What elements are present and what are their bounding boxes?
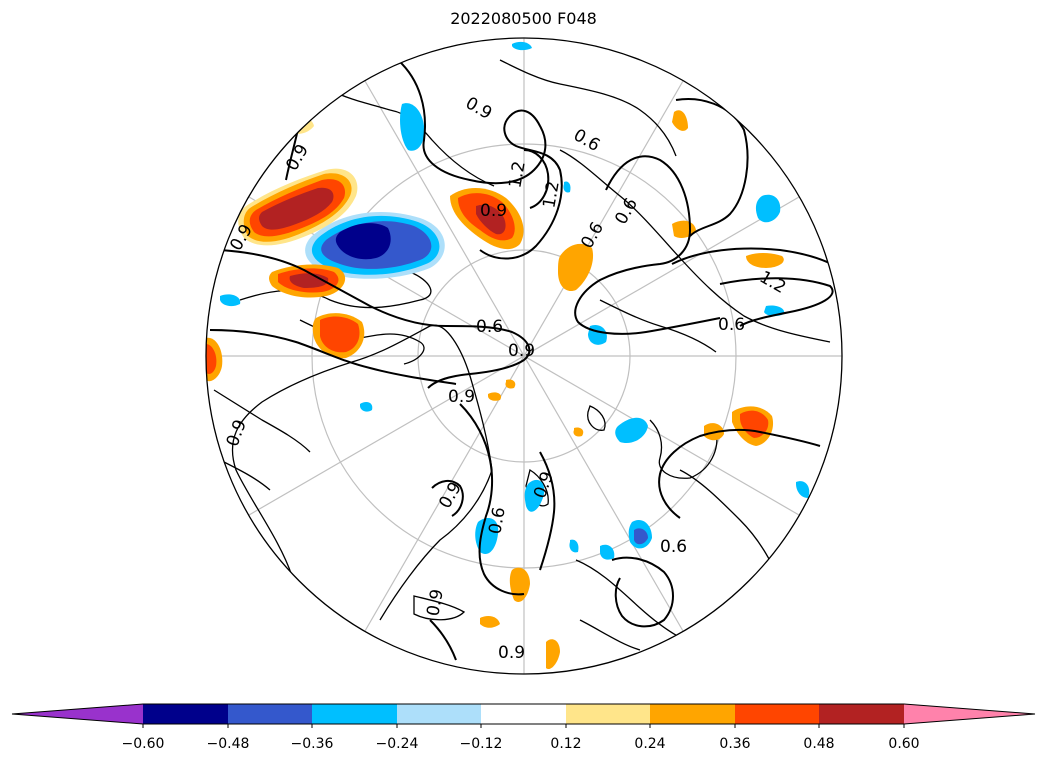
anomaly-patch (320, 316, 360, 353)
map-disk-content: 0.9 0.9 0.9 0.9 1.2 1.2 0.6 0.6 0.6 0.9 … (206, 38, 842, 674)
contour-line (219, 249, 531, 389)
colorbar-segment (228, 704, 312, 724)
anomaly-patch (335, 223, 391, 260)
anomaly-patch (475, 518, 499, 554)
colorbar-segment (819, 704, 904, 724)
anomaly-patch (220, 294, 241, 307)
anomaly-patch (573, 427, 584, 437)
gridlines (206, 38, 842, 674)
anomaly-patch (259, 187, 334, 230)
contour-label: 0.9 (480, 201, 507, 221)
colorbar-segment (397, 704, 481, 724)
anomaly-patch (400, 103, 425, 151)
anomaly-patch (206, 344, 217, 374)
anomaly-patch (746, 253, 784, 268)
colorbar-tick-label: 0.60 (888, 736, 919, 752)
colorbar-segment (143, 704, 228, 724)
coastline-taymyr (599, 299, 717, 353)
map-title: 2022080500 F048 (450, 9, 597, 28)
colorbar-tick-label: −0.48 (207, 736, 250, 752)
anomaly-patch (476, 204, 506, 235)
colorbar-segment (312, 704, 397, 724)
meridian-line (364, 80, 684, 632)
coastline-iceland (413, 595, 466, 621)
coastline-franz-josef (587, 405, 606, 431)
colorbar-extend-low (12, 704, 143, 724)
anomaly-patch (360, 402, 373, 412)
colorbar-segment (481, 704, 566, 724)
polar-map: 0.9 0.9 0.9 0.9 1.2 1.2 0.6 0.6 0.6 0.9 … (205, 37, 843, 675)
coastline-greenland (231, 324, 493, 621)
anomaly-patch (634, 528, 648, 545)
negative-anomaly-fills (220, 41, 810, 560)
contour-line (539, 451, 556, 571)
anomaly-patch (512, 41, 532, 51)
colorbar-tick-label: −0.36 (291, 736, 334, 752)
contour-label: 0.9 (508, 341, 535, 361)
colorbar-ticks (142, 724, 905, 728)
colorbar-tick-label: −0.12 (460, 736, 503, 752)
contour-label: 1.2 (505, 160, 529, 190)
colorbar-extend-high (904, 704, 1035, 724)
contour-line (429, 619, 457, 661)
colorbar-segment (650, 704, 735, 724)
coastline-canadian-archipelago (213, 389, 311, 453)
colorbar-tick-label: 0.24 (634, 736, 665, 752)
coastline-siberia (559, 149, 831, 343)
anomaly-patch (546, 639, 560, 670)
colorbar-segment (735, 704, 819, 724)
anomaly-patch (569, 539, 579, 553)
coastline-chukotka (499, 59, 677, 157)
contour-line (611, 556, 674, 628)
anomaly-patch (672, 110, 688, 131)
contour-line (523, 149, 550, 209)
colorbar-segment (566, 704, 650, 724)
contour-line (431, 480, 464, 517)
map-boundary (205, 37, 843, 675)
anomaly-patch (524, 479, 545, 512)
contour-line (397, 59, 563, 260)
contour-label: 0.6 (476, 317, 503, 337)
anomaly-patch (615, 417, 648, 444)
anomaly-patch (755, 194, 781, 223)
contour-label: 1.2 (539, 180, 563, 210)
contour-line (209, 329, 457, 385)
contour-line (675, 98, 749, 237)
contour-line (719, 277, 834, 327)
colorbar-tick-label: 0.36 (719, 736, 750, 752)
anomaly-patch (505, 379, 516, 389)
colorbar-tick-labels: −0.60 −0.48 −0.36 −0.24 −0.12 0.12 0.24 … (122, 736, 920, 752)
anomaly-patch (558, 243, 594, 292)
contour-label: 0.6 (485, 506, 509, 536)
contour-label: 0.6 (718, 315, 745, 335)
colorbar-tick-label: −0.60 (122, 736, 165, 752)
contour-label: 0.9 (498, 643, 525, 663)
anomaly-patch (480, 616, 500, 628)
colorbar-tick-label: −0.24 (376, 736, 419, 752)
contour-label: 0.9 (448, 387, 475, 407)
contour-label: 0.6 (660, 537, 687, 557)
contour-label: 0.9 (423, 588, 447, 618)
contour-line (658, 428, 821, 519)
colorbar-tick-label: 0.12 (550, 736, 581, 752)
coastline-scandinavia (579, 619, 641, 651)
anomaly-patch (600, 544, 615, 560)
contour-line (459, 403, 525, 596)
anomaly-patch (563, 181, 571, 193)
contour-line (574, 155, 721, 335)
colorbar-segments (12, 704, 1035, 724)
anomaly-patch (488, 392, 502, 401)
anomaly-patch (796, 481, 810, 498)
colorbar-tick-label: 0.48 (803, 736, 834, 752)
coastline-novaya-zemlya (649, 419, 718, 479)
